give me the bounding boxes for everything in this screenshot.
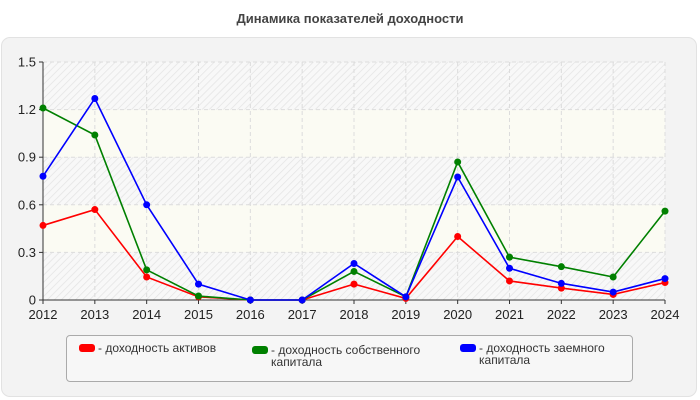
x-tick-label: 2018: [340, 307, 369, 322]
data-point[interactable]: [91, 131, 99, 139]
data-point[interactable]: [298, 296, 306, 304]
data-point[interactable]: [506, 264, 513, 272]
x-tick-label: 2022: [547, 307, 576, 322]
data-point[interactable]: [143, 266, 151, 274]
data-point[interactable]: [454, 173, 462, 181]
tick-labels: 0 0.3 0.6 0.9 1.2 1.5 2012 2013 2014 2015 2016 2017…: [18, 55, 680, 323]
series-line: [39, 94, 669, 304]
data-point[interactable]: [350, 260, 358, 268]
y-tick-label: 0.9: [18, 150, 36, 165]
data-point[interactable]: [609, 273, 617, 281]
data-point[interactable]: [661, 275, 669, 283]
data-point[interactable]: [91, 94, 99, 102]
y-tick-label: 0: [29, 293, 36, 308]
y-tick-label: 1.2: [18, 102, 36, 117]
data-point[interactable]: [454, 233, 462, 241]
data-point[interactable]: [557, 279, 565, 287]
y-tick-label: 0.3: [18, 245, 36, 260]
data-point[interactable]: [91, 206, 99, 214]
data-point[interactable]: [609, 288, 617, 296]
legend: - доходность активов - доходность собств…: [66, 335, 633, 382]
data-point[interactable]: [39, 172, 47, 180]
legend-swatch-green: [252, 346, 268, 354]
data-point[interactable]: [39, 221, 47, 229]
data-point[interactable]: [350, 280, 358, 288]
data-point[interactable]: [661, 207, 669, 215]
y-tick-label: 0.6: [18, 197, 36, 212]
data-point[interactable]: [246, 296, 254, 304]
legend-swatch-blue: [460, 344, 476, 352]
data-point[interactable]: [402, 293, 410, 301]
x-tick-label: 2016: [236, 307, 265, 322]
data-point[interactable]: [195, 280, 202, 288]
x-tick-label: 2015: [184, 307, 213, 322]
x-tick-label: 2012: [29, 307, 58, 322]
data-point[interactable]: [39, 104, 47, 112]
data-point[interactable]: [143, 201, 151, 209]
legend-label: - доходность собственного капитала: [271, 343, 421, 369]
x-tick-label: 2024: [651, 307, 680, 322]
data-point[interactable]: [557, 263, 565, 271]
x-tick-label: 2013: [80, 307, 109, 322]
x-tick-label: 2023: [599, 307, 628, 322]
x-tick-label: 2021: [495, 307, 524, 322]
legend-swatch-red: [79, 344, 95, 352]
data-point[interactable]: [143, 273, 151, 281]
x-tick-label: 2017: [288, 307, 317, 322]
data-point[interactable]: [506, 277, 513, 285]
data-series: [39, 94, 669, 304]
y-tick-label: 1.5: [18, 55, 36, 70]
data-point[interactable]: [506, 253, 513, 261]
legend-label: - доходность активов: [98, 341, 217, 355]
x-tick-label: 2014: [132, 307, 161, 322]
data-point[interactable]: [350, 267, 358, 275]
x-tick-label: 2019: [391, 307, 420, 322]
x-tick-label: 2020: [443, 307, 472, 322]
data-point[interactable]: [454, 158, 462, 166]
legend-label: - доходность заемного капитала: [479, 341, 605, 367]
chart-title: Динамика показателей доходности: [236, 11, 464, 26]
data-point[interactable]: [195, 292, 202, 300]
